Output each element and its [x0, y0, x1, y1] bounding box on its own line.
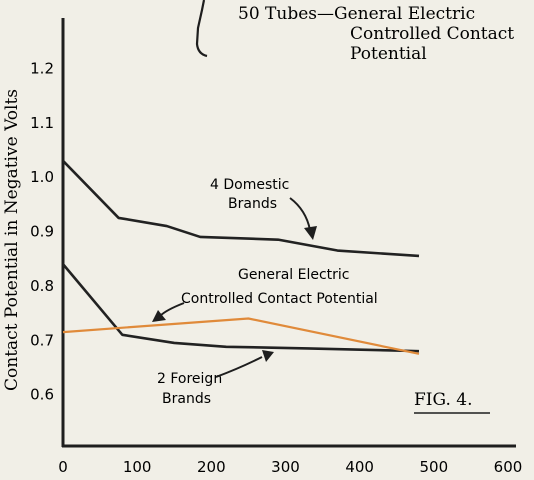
y-tick-label: 0.7 — [30, 331, 54, 349]
series-line-foreign — [62, 263, 420, 353]
annotation-ge-line-2: Controlled Contact Potential — [181, 291, 378, 307]
chart-title-line-2: Controlled Contact — [350, 24, 514, 44]
y-axis-label: Contact Potential in Negative Volts — [2, 89, 22, 391]
arrow-foreign — [215, 350, 274, 378]
y-tick-label: 0.6 — [30, 386, 54, 404]
x-tick-label: 100 — [123, 458, 152, 476]
y-tick-label: 0.8 — [30, 277, 54, 295]
x-tick-label: 400 — [345, 458, 374, 476]
y-tick-label: 0.9 — [30, 223, 54, 241]
y-tick-label: 1.2 — [30, 59, 54, 77]
annotation-domestic-line-1: 4 Domestic — [210, 177, 289, 193]
x-tick-label: 600 — [494, 458, 523, 476]
annotation-foreign-line-1: 2 Foreign — [157, 371, 222, 387]
chart-title-line-3: Potential — [350, 44, 427, 64]
arrow-ge — [152, 302, 185, 322]
y-tick-label: 1.0 — [30, 168, 54, 186]
annotation-domestic-line-2: Brands — [228, 196, 277, 212]
annotation-ge-line-1: General Electric — [238, 267, 350, 283]
x-tick-label: 200 — [197, 458, 226, 476]
x-tick-label: 0 — [58, 458, 68, 476]
bracket-fragment — [195, 0, 208, 58]
chart-title-line-1: 50 Tubes—General Electric — [238, 4, 475, 24]
series-line-ge — [62, 317, 420, 355]
series-line-domestic — [62, 159, 420, 258]
annotation-foreign-line-2: Brands — [162, 391, 211, 407]
figure-label: FIG. 4. — [414, 390, 473, 410]
y-tick-label: 1.1 — [30, 114, 54, 132]
arrow-domestic — [289, 197, 317, 240]
x-tick-label: 300 — [271, 458, 300, 476]
x-tick-label: 500 — [420, 458, 449, 476]
